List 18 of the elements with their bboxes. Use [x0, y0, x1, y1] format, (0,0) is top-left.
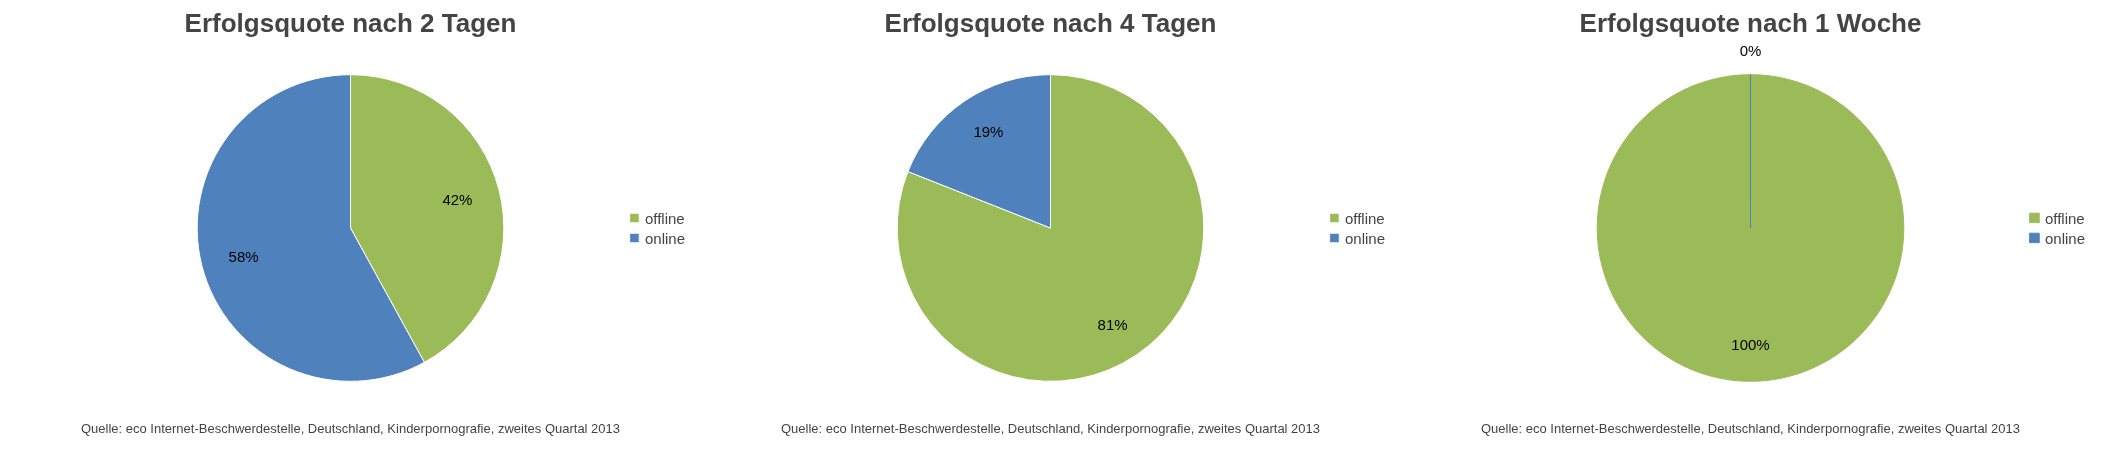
data-label: 58% [228, 248, 259, 266]
legend-label: online [2044, 229, 2085, 246]
data-label: 81% [1097, 315, 1128, 333]
chart-title: Erfolgsquote nach 4 Tagen [884, 7, 1217, 38]
chart-title: Erfolgsquote nach 2 Tagen [184, 7, 517, 38]
legend-label: offline [644, 209, 685, 226]
data-label: 19% [973, 123, 1004, 141]
chart-title: Erfolgsquote nach 1 Woche [1579, 7, 1922, 38]
data-label: 42% [442, 190, 473, 208]
data-label: 100% [1731, 335, 1770, 353]
legend-label: offline [1344, 209, 1385, 226]
legend-label: offline [2044, 209, 2085, 226]
text: 0% [1739, 42, 1762, 60]
source-note: Quelle: eco Internet-Beschwerdestelle, Deutschland, Kinderpornografie, zweites Quartal 2013 [780, 420, 1321, 436]
legend-label: online [644, 229, 685, 246]
source-note: Quelle: eco Internet-Beschwerdestelle, Deutschland, Kinderpornografie, zweites Quartal 2013 [80, 420, 621, 436]
legend-label: online [1344, 229, 1385, 246]
source-note: Quelle: eco Internet-Beschwerdestelle, Deutschland, Kinderpornografie, zweites Quartal 2013 [1480, 420, 2021, 436]
